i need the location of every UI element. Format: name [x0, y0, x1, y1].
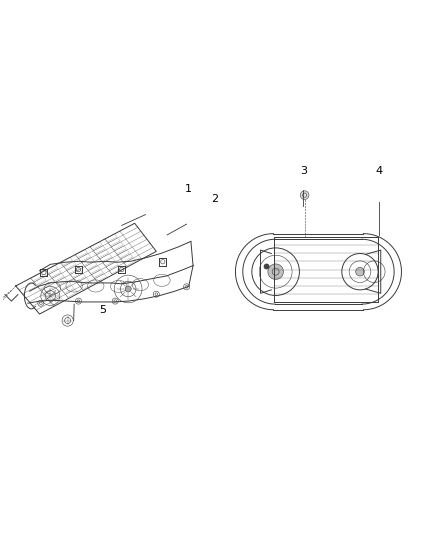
Text: 5: 5	[99, 305, 106, 315]
Circle shape	[264, 264, 269, 269]
Circle shape	[268, 264, 283, 279]
Circle shape	[356, 268, 364, 276]
Text: 4: 4	[375, 166, 382, 176]
Text: 2: 2	[211, 195, 218, 205]
Circle shape	[300, 191, 309, 199]
Text: 3: 3	[300, 166, 307, 176]
Text: 1: 1	[185, 184, 192, 193]
Circle shape	[125, 286, 131, 292]
